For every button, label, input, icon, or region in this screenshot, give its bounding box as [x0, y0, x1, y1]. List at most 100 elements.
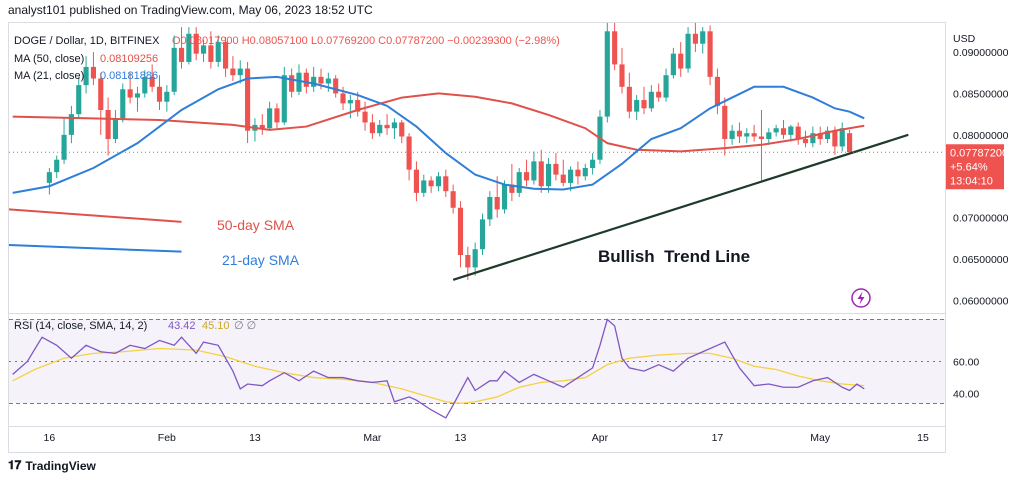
price-tick-label: 0.06000000	[953, 296, 1009, 308]
candle-body	[773, 128, 779, 133]
price-tick-label: 0.07000000	[953, 213, 1009, 225]
legend-ma50-label: MA (50, close)	[14, 53, 84, 65]
candle-body	[311, 76, 317, 87]
candle-body	[494, 197, 500, 210]
candle-body	[237, 68, 243, 76]
candle-body	[788, 126, 794, 135]
candle-body	[318, 76, 324, 84]
candle-body	[245, 68, 251, 131]
candle-body	[832, 130, 838, 147]
candle-body	[663, 75, 669, 98]
candle-body	[590, 159, 596, 168]
candle-body	[384, 124, 390, 129]
candle-body	[523, 172, 530, 181]
price-tick-label: 0.09000000	[953, 47, 1009, 59]
candle-body	[553, 163, 559, 175]
candle-body	[362, 111, 368, 123]
sma21-key-line	[8, 244, 182, 253]
time-tick-label: Feb	[158, 432, 176, 444]
candle-body	[714, 76, 720, 106]
candlestick-series	[46, 23, 853, 280]
legend-rsi-value: 43.42	[168, 320, 196, 332]
rsi-sma-line	[12, 347, 865, 405]
candle-body	[692, 33, 698, 44]
candle-body	[531, 161, 537, 181]
legend-ma21-label: MA (21, close)	[14, 70, 84, 82]
candle-body	[149, 76, 155, 87]
candle-body	[736, 130, 743, 137]
candle-body	[839, 128, 845, 147]
candle-body	[766, 132, 772, 139]
price-tag-value: 0.07787200	[950, 147, 1008, 159]
candle-body	[186, 33, 192, 62]
sma50-annotation: 50-day SMA	[217, 217, 295, 233]
price-tick-label: 0.08500000	[953, 88, 1009, 100]
sma50-key-line	[8, 208, 182, 223]
candle-body	[178, 47, 185, 62]
trend-line-group	[452, 133, 909, 281]
candle-body	[289, 75, 295, 92]
time-tick-label: Apr	[592, 432, 609, 444]
candle-body	[604, 31, 610, 117]
trend-line-annotation: Bullish Trend Line	[598, 247, 750, 266]
legend-symbol: DOGE / Dollar, 1D, BITFINEX	[14, 35, 160, 47]
time-tick-label: May	[810, 432, 831, 444]
candle-body	[487, 197, 493, 220]
candle-body	[215, 42, 221, 62]
time-tick-label: Mar	[363, 432, 382, 444]
legend-ma50-value: 0.08109256	[100, 53, 158, 65]
publisher-header: analyst101 published on TradingView.com,…	[8, 3, 373, 17]
candle-body	[98, 78, 104, 110]
candle-body	[296, 72, 302, 92]
candle-body	[171, 47, 177, 92]
footer-brand: TradingView	[25, 458, 96, 473]
bullish-trend-line	[452, 133, 909, 281]
time-tick-label: 13	[455, 432, 467, 444]
candle-body	[744, 133, 750, 137]
candle-body	[377, 124, 383, 134]
ma21-line	[12, 75, 865, 194]
candle-body	[670, 53, 676, 76]
price-tag-countdown: 13:04:10	[950, 175, 993, 187]
candle-body	[582, 168, 588, 177]
rsi-tick-label: 40.00	[953, 389, 979, 401]
rsi-axis: 60.00 40.00	[953, 356, 979, 400]
candle-body	[68, 114, 74, 135]
candle-body	[656, 91, 662, 98]
legend-rsi-sma-value: 45.10	[202, 320, 230, 332]
candle-body	[406, 136, 412, 170]
candle-body	[751, 133, 757, 137]
candle-body	[450, 191, 456, 208]
candle-body	[626, 86, 632, 112]
candle-body	[421, 180, 427, 193]
chart-frame	[8, 22, 946, 453]
candle-body	[200, 45, 207, 54]
candle-body	[795, 126, 801, 139]
candle-body	[479, 219, 486, 250]
candle-body	[355, 100, 361, 112]
candle-body	[340, 93, 346, 104]
candle-body	[222, 42, 229, 69]
candle-body	[413, 169, 420, 193]
currency-label: USD	[953, 33, 976, 45]
candle-body	[612, 31, 618, 65]
time-axis: 16 Feb 13 Mar 13 Apr 17 May 15	[44, 432, 929, 444]
candle-body	[399, 122, 405, 137]
sma-key-group	[8, 208, 182, 253]
candle-body	[846, 133, 853, 153]
candle-body	[443, 176, 449, 192]
candle-body	[164, 91, 170, 102]
candle-body	[193, 33, 199, 54]
rsi-tick-label: 60.00	[953, 356, 979, 368]
sma21-annotation: 21-day SMA	[222, 252, 300, 268]
candle-body	[90, 66, 96, 79]
candle-body	[127, 89, 133, 98]
candle-body	[134, 93, 141, 98]
candle-body	[208, 45, 214, 62]
candle-body	[303, 72, 309, 87]
candle-body	[707, 31, 713, 77]
candle-body	[501, 184, 508, 210]
price-tick-label: 0.08000000	[953, 130, 1009, 142]
time-tick-label: 13	[249, 432, 261, 444]
lightning-icon[interactable]	[851, 288, 871, 308]
